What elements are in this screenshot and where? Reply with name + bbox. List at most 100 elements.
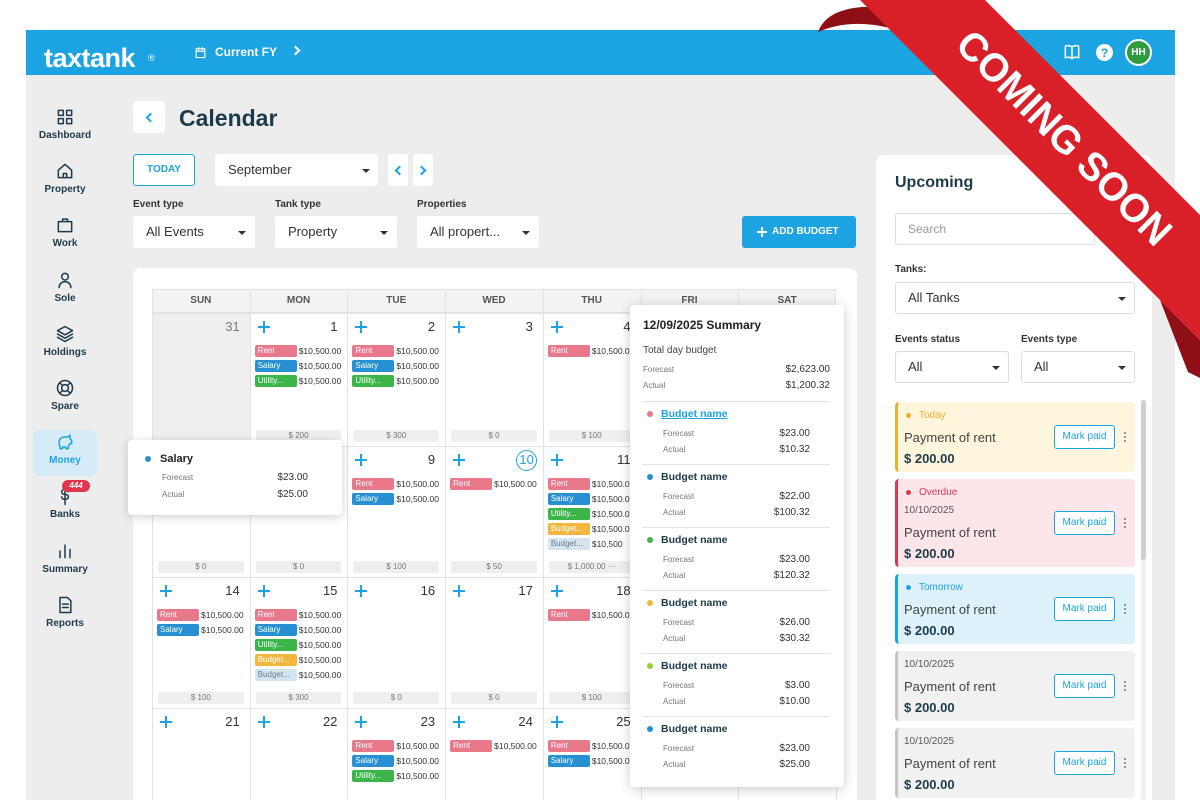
event-tag[interactable] <box>547 345 590 357</box>
event-tag[interactable] <box>254 669 297 681</box>
event-tag[interactable] <box>547 609 590 621</box>
weekday-divider <box>542 289 544 313</box>
day-cell[interactable] <box>249 708 349 800</box>
summary-value: $2,623.00 <box>785 364 831 375</box>
event-tag[interactable] <box>254 375 297 387</box>
event-tag[interactable] <box>352 345 395 357</box>
fy-selector[interactable]: Current FY <box>215 45 278 59</box>
plus-icon <box>262 585 265 597</box>
day-number: 4 <box>623 319 631 334</box>
event-tag[interactable] <box>352 770 395 782</box>
filter-select[interactable] <box>895 351 1009 383</box>
icon <box>56 325 74 343</box>
day-number: 14 <box>225 583 240 598</box>
ribbon-fold <box>818 7 905 32</box>
event-tag-label: Salary <box>355 494 379 503</box>
sidebar-item[interactable]: Money <box>49 455 81 467</box>
plus-icon <box>761 227 763 237</box>
logo[interactable]: taxtank <box>44 43 136 73</box>
filter-select[interactable] <box>133 216 255 248</box>
event-tag[interactable] <box>157 609 199 621</box>
event-tag[interactable] <box>547 523 590 535</box>
event-tag[interactable] <box>254 654 297 666</box>
event-tag[interactable] <box>547 740 590 752</box>
event-tag-label: Utility... <box>550 509 577 518</box>
filter-select[interactable] <box>275 216 397 248</box>
event-tag[interactable] <box>547 755 590 767</box>
day-cell[interactable] <box>445 577 544 709</box>
budget-name[interactable]: Budget name <box>661 408 728 420</box>
event-amount: $10,500.00 <box>201 610 244 620</box>
icon-path <box>56 379 74 397</box>
mark-paid-button[interactable] <box>1054 425 1115 449</box>
budget-dot <box>647 411 653 417</box>
day-total: $ 0 <box>488 431 500 440</box>
sidebar-item[interactable]: Spare <box>51 401 79 412</box>
event-tag[interactable] <box>547 493 590 505</box>
event-tag[interactable] <box>352 478 395 490</box>
filter-select[interactable] <box>417 216 539 248</box>
event-tag[interactable] <box>352 755 395 767</box>
sidebar-item[interactable]: Banks <box>49 509 80 521</box>
budget-label: Actual <box>663 697 686 706</box>
day-cell[interactable] <box>347 708 447 800</box>
event-tag[interactable] <box>547 478 590 490</box>
next-month[interactable] <box>413 154 433 186</box>
sidebar-item[interactable]: Dashboard <box>38 130 92 141</box>
day-cell[interactable] <box>445 708 544 800</box>
event-tag[interactable] <box>352 375 395 387</box>
day-total-bar <box>255 430 342 442</box>
filter-select[interactable] <box>1021 351 1135 383</box>
card-amount: $ 200.00 <box>904 623 955 638</box>
event-tag[interactable] <box>254 639 297 651</box>
budget-value: $10.00 <box>779 696 810 707</box>
back-button[interactable] <box>133 101 165 133</box>
event-tag[interactable] <box>352 740 395 752</box>
salary-popup <box>128 440 342 515</box>
sidebar-item[interactable]: Summary <box>42 563 88 575</box>
plus-icon <box>458 716 461 728</box>
icon <box>56 379 74 397</box>
sidebar-item[interactable]: Work <box>52 238 78 250</box>
budget-value: $3.00 <box>784 680 810 691</box>
event-tag[interactable] <box>450 740 493 752</box>
event-tag[interactable] <box>547 538 590 550</box>
mark-paid-button[interactable] <box>1054 751 1115 775</box>
day-cell[interactable] <box>152 577 251 709</box>
divider <box>642 716 830 717</box>
day-total-bar <box>548 430 635 442</box>
mark-paid-button[interactable] <box>1054 674 1115 698</box>
day-total: $ 0 <box>390 693 402 702</box>
event-tag[interactable] <box>254 345 297 357</box>
event-tag[interactable] <box>450 478 493 490</box>
mark-paid-button[interactable] <box>1054 511 1115 535</box>
day-number: 15 <box>322 583 338 598</box>
event-amount: $10,500.00 <box>591 509 635 519</box>
event-tag[interactable] <box>157 624 199 636</box>
caret-icon <box>522 231 530 235</box>
sidebar-item[interactable]: Reports <box>46 617 84 629</box>
sidebar-item[interactable]: Sole <box>54 292 76 304</box>
weekday-divider <box>249 289 251 313</box>
today-button[interactable] <box>133 154 195 186</box>
month-select[interactable] <box>215 154 378 186</box>
prev-month[interactable] <box>388 154 408 186</box>
day-cell[interactable] <box>152 313 251 447</box>
event-tag[interactable] <box>352 493 395 505</box>
budget-name: Budget name <box>661 597 728 609</box>
sidebar-item[interactable]: Holdings <box>43 346 87 358</box>
sidebar-item[interactable]: Property <box>44 184 86 196</box>
day-cell[interactable] <box>542 313 642 447</box>
event-tag[interactable] <box>352 360 395 372</box>
event-tag[interactable] <box>254 609 297 621</box>
event-tag[interactable] <box>254 360 297 372</box>
card-title: Payment of rent <box>904 525 996 540</box>
mark-paid-button[interactable] <box>1054 597 1115 621</box>
day-cell[interactable] <box>152 708 251 800</box>
day-cell[interactable] <box>542 708 642 800</box>
day-total-bar <box>158 561 244 573</box>
event-tag[interactable] <box>254 624 297 636</box>
event-tag-label: Budget... <box>550 539 583 548</box>
day-number: 22 <box>322 714 338 729</box>
event-tag[interactable] <box>547 508 590 520</box>
